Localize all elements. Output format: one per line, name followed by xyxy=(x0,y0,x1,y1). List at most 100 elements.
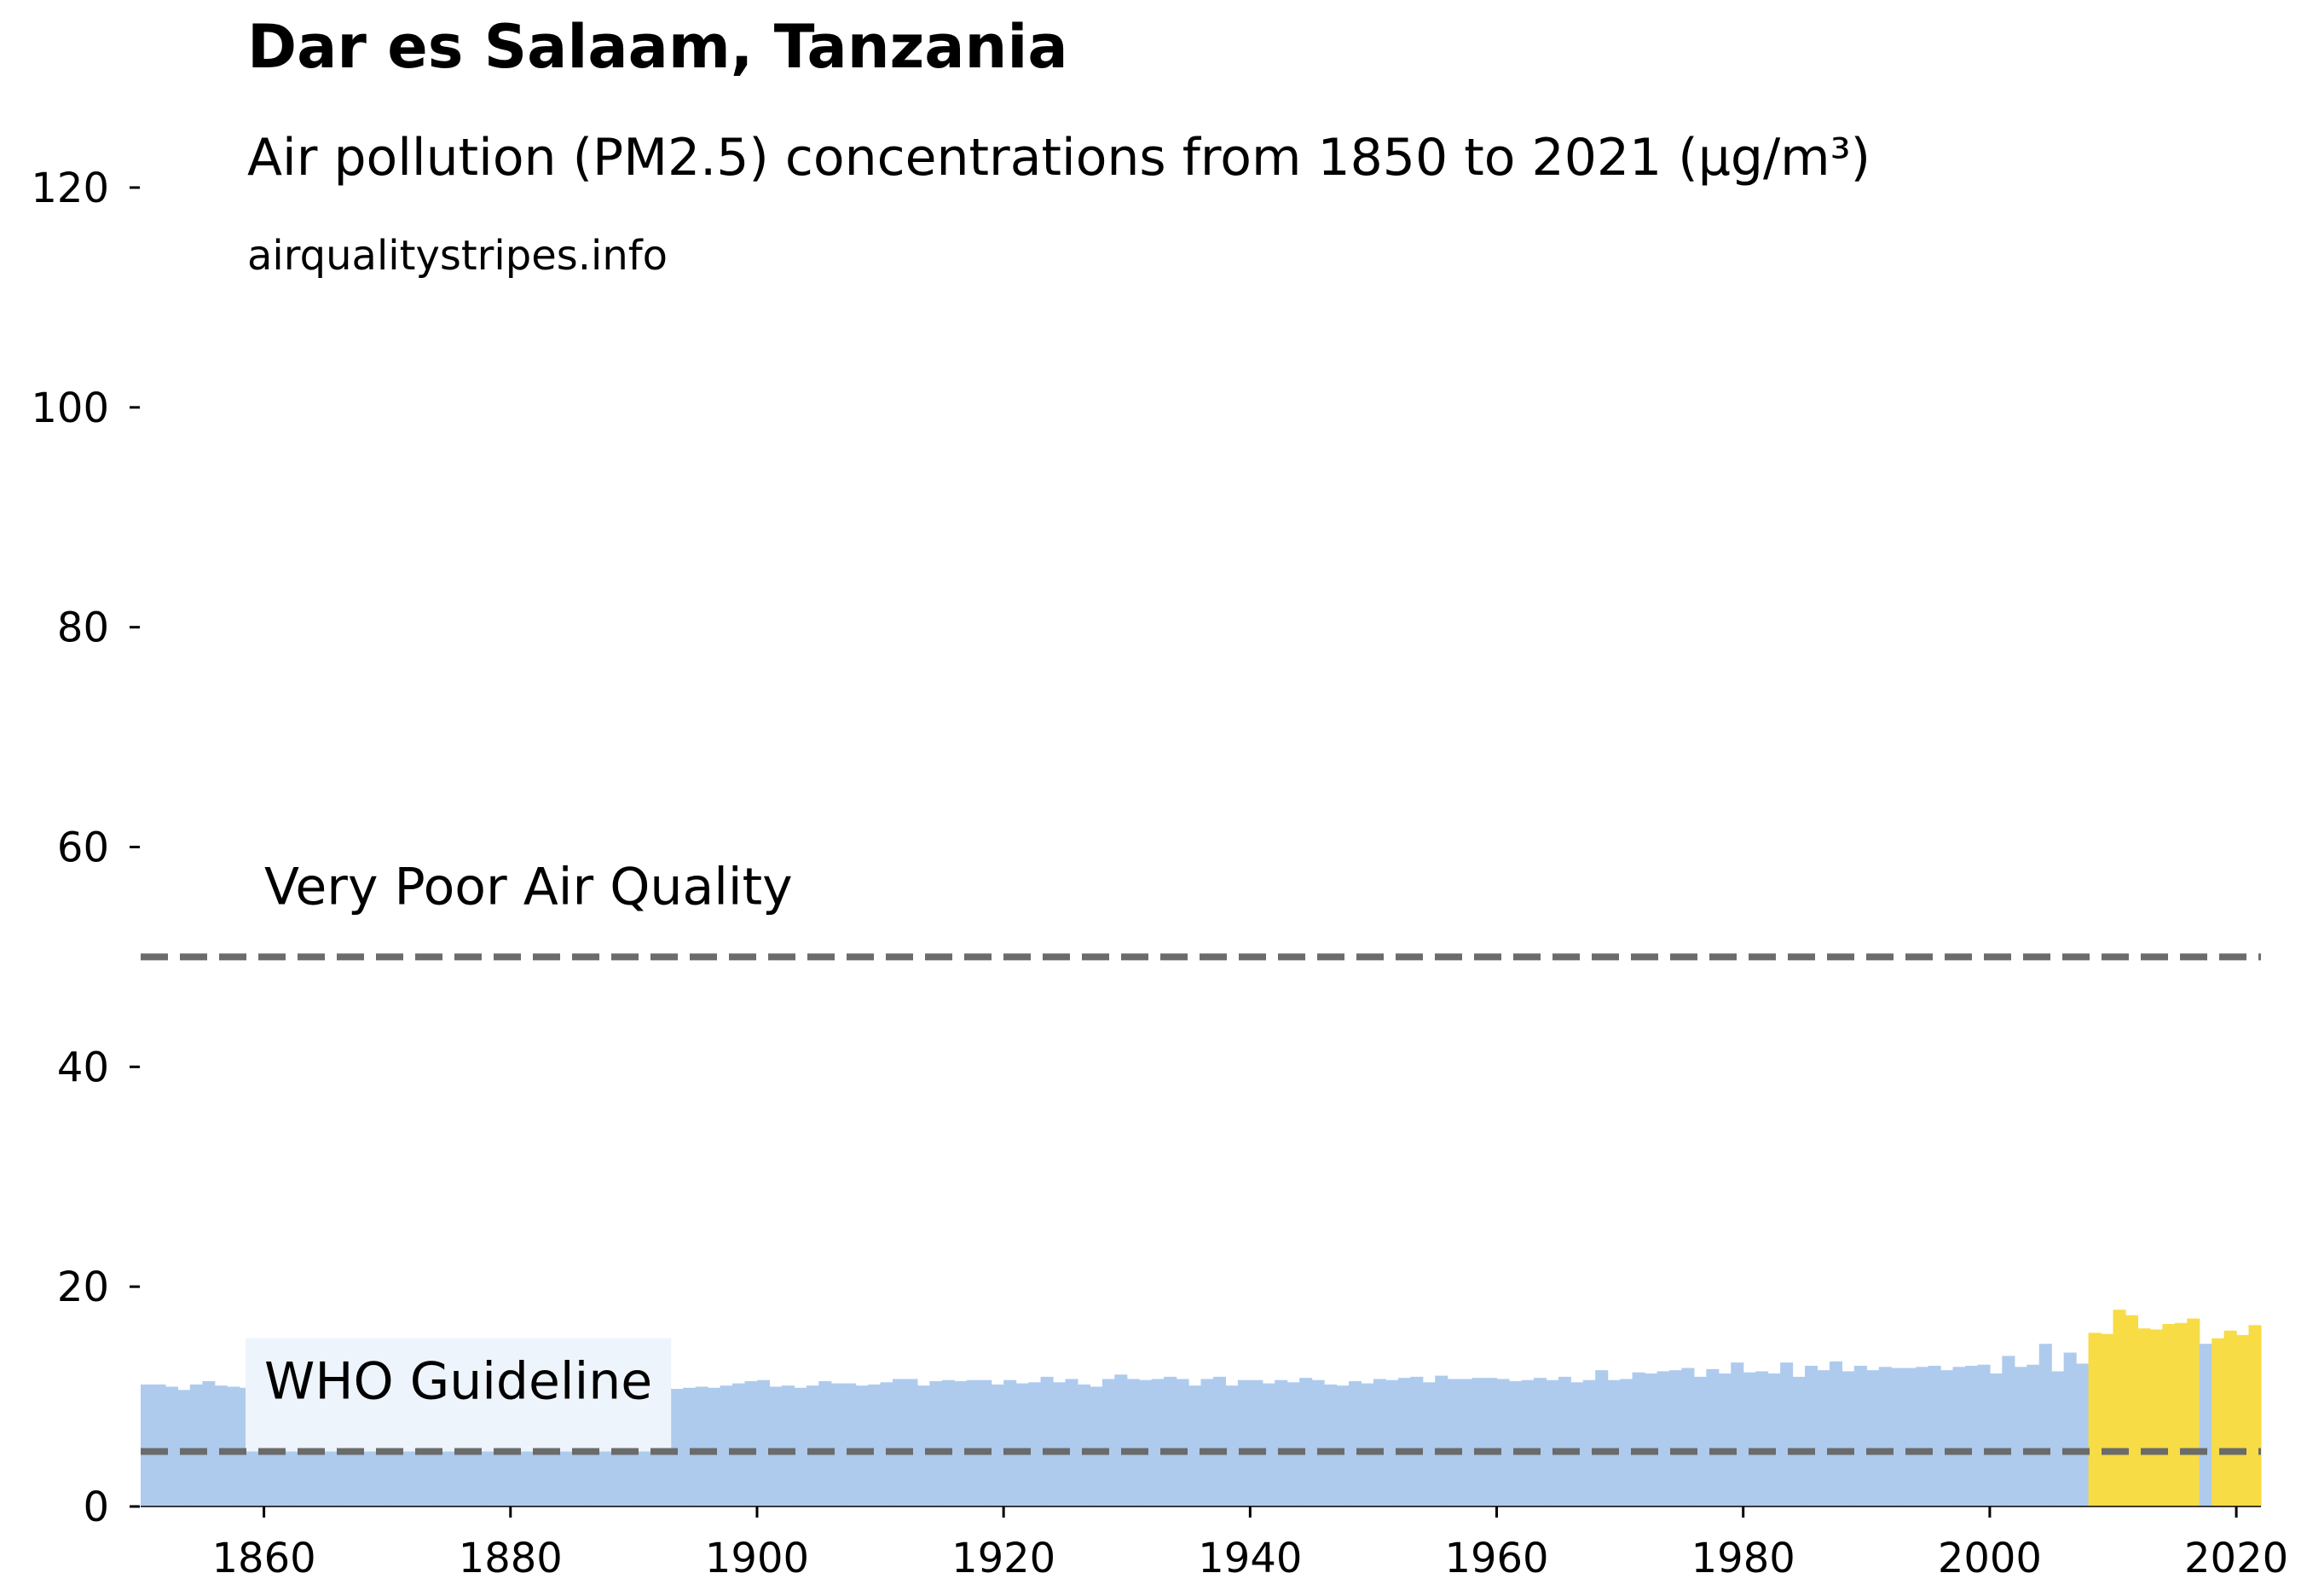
bar-1926 xyxy=(1078,1385,1090,1506)
bar-1898 xyxy=(732,1384,745,1506)
bar-1953 xyxy=(1410,1377,1423,1506)
bar-1902 xyxy=(782,1385,795,1506)
x-tick-label: 1940 xyxy=(1198,1535,1302,1582)
bar-1896 xyxy=(708,1388,720,1506)
bar-1916 xyxy=(954,1381,967,1506)
bar-1905 xyxy=(818,1381,831,1506)
bar-1981 xyxy=(1755,1371,1768,1506)
bar-2020 xyxy=(2236,1335,2249,1506)
bar-2012 xyxy=(2137,1328,2150,1506)
bar-1933 xyxy=(1164,1377,1177,1506)
y-tick-label: 80 xyxy=(57,604,109,652)
x-tick-label: 1900 xyxy=(705,1535,809,1582)
bar-1937 xyxy=(1213,1377,1226,1506)
bar-1959 xyxy=(1484,1378,1497,1506)
bar-2009 xyxy=(2101,1334,2113,1506)
bar-2021 xyxy=(2249,1325,2262,1506)
bar-1894 xyxy=(683,1388,696,1506)
bar-1928 xyxy=(1102,1379,1115,1506)
bar-1945 xyxy=(1312,1380,1325,1506)
bar-1897 xyxy=(720,1385,733,1506)
x-tick-label: 2020 xyxy=(2184,1535,2288,1582)
bar-1984 xyxy=(1793,1377,1806,1506)
bar-1911 xyxy=(893,1379,905,1506)
bar-1919 xyxy=(992,1385,1004,1506)
bar-1999 xyxy=(1977,1365,1990,1506)
x-tick-label: 1920 xyxy=(951,1535,1055,1582)
bar-2001 xyxy=(2002,1356,2015,1506)
bar-2007 xyxy=(2076,1363,2089,1506)
bar-1854 xyxy=(190,1385,203,1506)
bar-1923 xyxy=(1041,1377,1054,1506)
bar-1900 xyxy=(757,1380,770,1506)
bar-1915 xyxy=(942,1380,955,1506)
bar-1954 xyxy=(1423,1382,1436,1506)
bar-1968 xyxy=(1595,1370,1608,1506)
bar-1921 xyxy=(1016,1384,1029,1506)
bar-2010 xyxy=(2113,1310,2125,1506)
bar-1851 xyxy=(153,1385,165,1506)
bar-1963 xyxy=(1534,1378,1547,1506)
reference-label-50: Very Poor Air Quality xyxy=(264,857,793,917)
bar-1936 xyxy=(1201,1379,1214,1506)
bar-1899 xyxy=(745,1381,758,1506)
bar-1939 xyxy=(1238,1380,1251,1506)
bar-1852 xyxy=(165,1386,178,1506)
bar-1960 xyxy=(1497,1379,1510,1506)
bar-1943 xyxy=(1287,1382,1300,1506)
bar-1951 xyxy=(1385,1380,1398,1506)
bar-1947 xyxy=(1337,1385,1350,1506)
x-tick-label: 2000 xyxy=(1938,1535,2042,1582)
bar-1903 xyxy=(794,1388,807,1506)
bar-1855 xyxy=(202,1381,215,1506)
bar-1990 xyxy=(1866,1370,1879,1506)
bar-1895 xyxy=(696,1386,708,1506)
bar-1925 xyxy=(1065,1379,1078,1506)
bar-1997 xyxy=(1953,1367,1966,1506)
bar-1982 xyxy=(1768,1373,1781,1506)
bar-1914 xyxy=(929,1381,942,1506)
bar-1901 xyxy=(769,1386,782,1506)
bar-1976 xyxy=(1694,1377,1707,1506)
bar-1987 xyxy=(1830,1362,1842,1506)
bar-1927 xyxy=(1090,1386,1102,1506)
bar-1906 xyxy=(831,1384,844,1506)
bar-1969 xyxy=(1608,1380,1621,1506)
bar-1995 xyxy=(1928,1366,1941,1506)
bar-1948 xyxy=(1349,1381,1362,1506)
bar-1929 xyxy=(1114,1374,1127,1506)
bar-1988 xyxy=(1842,1371,1854,1506)
bar-1967 xyxy=(1583,1380,1596,1506)
bar-1942 xyxy=(1275,1380,1287,1506)
bar-2000 xyxy=(1990,1373,2003,1506)
bar-2013 xyxy=(2150,1329,2163,1506)
bar-1946 xyxy=(1324,1385,1337,1506)
bar-1930 xyxy=(1127,1379,1140,1506)
y-tick-label: 20 xyxy=(57,1264,109,1311)
bar-1986 xyxy=(1817,1370,1830,1506)
bar-1910 xyxy=(881,1382,893,1506)
bar-1964 xyxy=(1546,1380,1558,1506)
bar-1957 xyxy=(1460,1379,1472,1506)
bar-1985 xyxy=(1805,1366,1818,1506)
bar-1961 xyxy=(1509,1381,1522,1506)
bar-1966 xyxy=(1570,1382,1583,1506)
bar-2016 xyxy=(2187,1319,2200,1506)
y-tick-label: 120 xyxy=(31,165,109,212)
bar-1931 xyxy=(1139,1380,1152,1506)
bar-1909 xyxy=(868,1385,881,1506)
x-tick-label: 1960 xyxy=(1444,1535,1548,1582)
bar-1934 xyxy=(1177,1379,1189,1506)
bar-1980 xyxy=(1743,1373,1756,1506)
bar-1974 xyxy=(1669,1370,1682,1506)
bar-2006 xyxy=(2064,1353,2077,1506)
bar-2018 xyxy=(2212,1339,2224,1506)
x-tick-label: 1880 xyxy=(459,1535,563,1582)
bar-2011 xyxy=(2125,1316,2138,1506)
bar-1950 xyxy=(1373,1379,1386,1506)
bar-1992 xyxy=(1891,1368,1904,1506)
bar-1978 xyxy=(1719,1373,1732,1506)
x-tick-label: 1980 xyxy=(1691,1535,1795,1582)
bar-1908 xyxy=(856,1385,869,1506)
bar-1993 xyxy=(1904,1368,1917,1506)
